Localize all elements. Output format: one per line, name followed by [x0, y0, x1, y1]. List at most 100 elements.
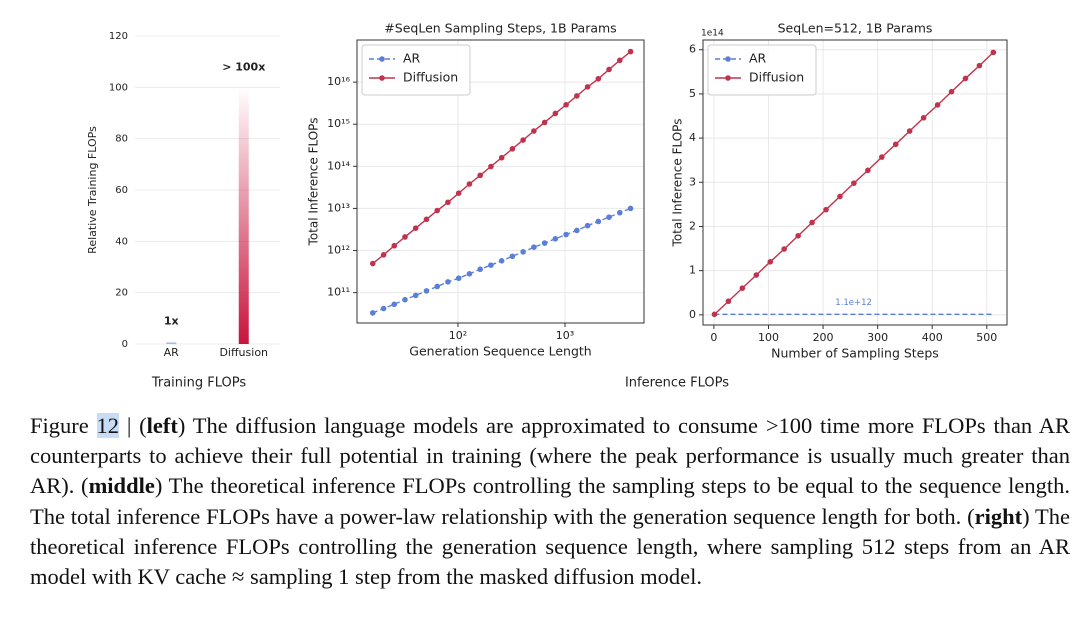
data-point [606, 214, 612, 220]
data-point [477, 172, 483, 179]
legend-marker [379, 75, 385, 81]
data-point [563, 231, 569, 238]
legend-label: AR [403, 51, 421, 66]
y-tick-label: 120 [109, 31, 128, 42]
y-tick-label: 1 [689, 264, 696, 277]
y-tick-label: 0 [122, 339, 128, 350]
data-point [552, 110, 559, 117]
legend-label: Diffusion [749, 70, 804, 85]
y-tick-label: 6 [689, 43, 696, 56]
bar [166, 341, 177, 344]
data-point [498, 258, 505, 264]
data-point [606, 66, 612, 73]
value-label: > 100x [222, 60, 265, 73]
data-point [617, 209, 623, 216]
data-point [531, 244, 537, 250]
x-tick-label: AR [164, 346, 180, 359]
data-point [402, 234, 408, 240]
data-point [823, 206, 829, 213]
data-point [369, 260, 376, 267]
data-point [445, 199, 451, 206]
data-point [509, 253, 516, 260]
plot-frame [702, 39, 1008, 326]
data-point [948, 88, 955, 95]
y-tick-label: 60 [115, 185, 128, 196]
data-point [711, 311, 718, 318]
legend-marker [379, 56, 385, 62]
chart-title: SeqLen=512, 1B Params [778, 21, 933, 36]
data-point [739, 285, 746, 291]
caption-run: middle [88, 473, 155, 499]
x-tick-label: 500 [976, 331, 997, 344]
data-point [541, 119, 548, 126]
caption-run: ) The theoretical inference FLOPs contro… [30, 473, 1070, 529]
data-point [878, 154, 885, 160]
y-tick-label: 0 [689, 308, 696, 321]
x-tick-label: Diffusion [219, 346, 268, 359]
data-point [617, 57, 623, 64]
data-point [574, 93, 580, 99]
y-tick-label: 2 [689, 219, 696, 232]
data-point [369, 310, 376, 316]
y-tick-label: 10¹⁴ [327, 159, 350, 172]
data-point [753, 272, 760, 278]
x-tick-label: 0 [710, 331, 717, 344]
y-tick-label: 4 [689, 131, 696, 144]
data-point [520, 249, 526, 255]
y-tick-label: 80 [115, 134, 128, 145]
y-tick-label: 20 [115, 288, 128, 299]
data-point [380, 305, 387, 312]
data-point [466, 181, 473, 187]
data-point [627, 205, 634, 212]
bar [238, 87, 249, 344]
x-tick-label: 300 [867, 331, 888, 344]
data-point [865, 167, 871, 174]
group-label: Inference FLOPs [625, 376, 729, 391]
chart-title: #SeqLen Sampling Steps, 1B Params [384, 21, 616, 36]
data-point [990, 49, 997, 56]
data-point [795, 232, 801, 239]
x-tick-label: 10² [449, 329, 467, 342]
data-point [934, 102, 941, 108]
data-point [725, 298, 732, 305]
data-point [563, 101, 569, 108]
y-tick-label: 10¹⁵ [327, 117, 350, 130]
data-point [412, 292, 419, 299]
x-axis-label: Generation Sequence Length [409, 344, 591, 359]
data-point [531, 128, 537, 134]
data-point [809, 219, 815, 226]
caption-run: | ( [119, 413, 147, 438]
caption-run: right [974, 503, 1023, 529]
annotation: 1.1e+12 [835, 298, 872, 308]
y-tick-label: 10¹³ [327, 201, 350, 214]
data-point [466, 271, 473, 277]
data-point [574, 227, 580, 234]
data-point [892, 141, 899, 148]
data-point [584, 222, 591, 229]
x-axis-label: Number of Sampling Steps [771, 346, 939, 361]
caption-run: left [146, 413, 178, 438]
data-point [423, 216, 430, 223]
y-axis-label: Total Inference FLOPs [307, 118, 321, 247]
data-point [488, 262, 494, 268]
data-point [552, 235, 559, 242]
data-point [541, 240, 548, 246]
data-point [434, 207, 441, 214]
data-point [520, 137, 526, 143]
data-point [595, 75, 602, 82]
data-point [488, 163, 494, 170]
data-point [445, 279, 451, 285]
data-point [498, 154, 505, 161]
data-point [391, 301, 398, 308]
data-point [837, 193, 843, 200]
data-point [391, 242, 398, 249]
y-tick-label: 100 [109, 82, 128, 93]
caption: Figure 12 | (left) The diffusion languag… [30, 411, 1070, 592]
caption-run: ) The diffusion language models are appr… [30, 413, 1070, 499]
data-point [851, 180, 857, 186]
data-point [380, 252, 387, 258]
y-tick-label: 3 [689, 175, 696, 188]
data-point [477, 266, 483, 273]
value-label: 1x [164, 314, 179, 327]
data-point [509, 146, 516, 152]
